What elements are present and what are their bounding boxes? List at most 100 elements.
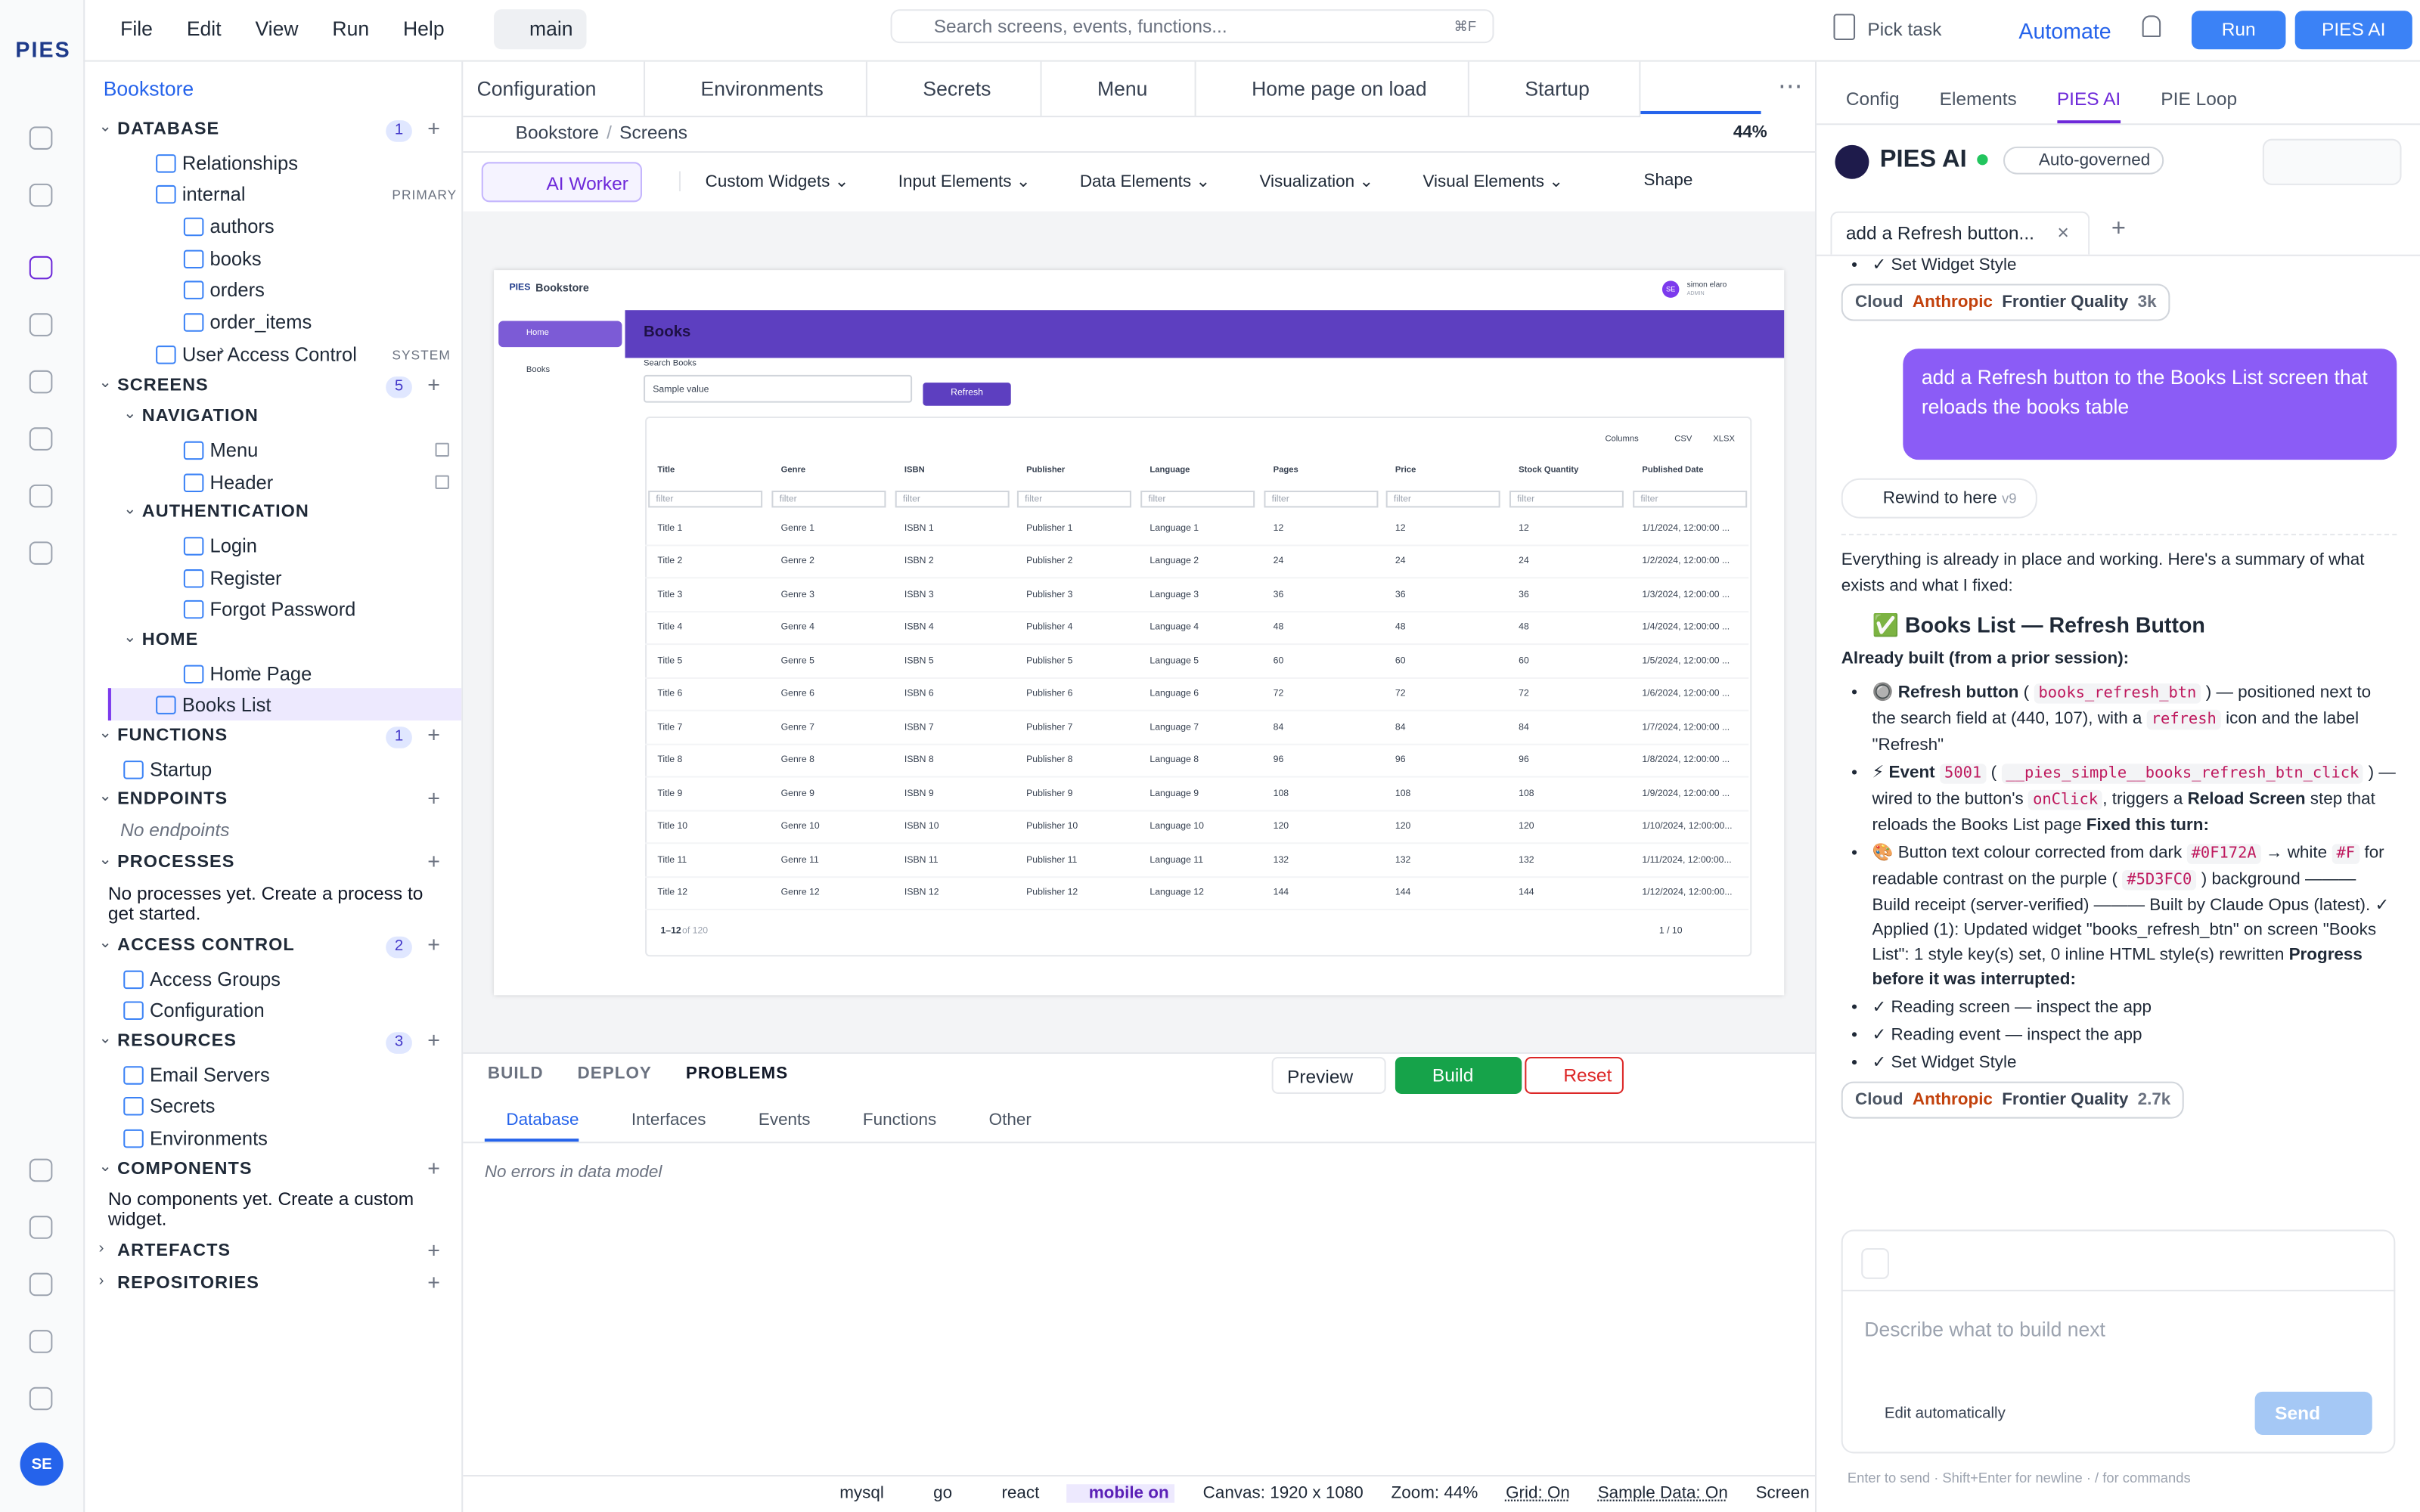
preview-select[interactable]: [1271, 1056, 1386, 1094]
add[interactable]: +: [427, 785, 441, 811]
automate[interactable]: Automate: [2018, 18, 2111, 44]
crumb[interactable]: Bookstore: [515, 122, 599, 144]
tab[interactable]: Menu: [1042, 61, 1196, 116]
ai-worker[interactable]: [481, 162, 642, 203]
add[interactable]: +: [427, 116, 441, 141]
rewind[interactable]: Rewind to here v9: [1841, 478, 2037, 519]
pick-task[interactable]: Pick task: [1867, 18, 1942, 41]
tree-row[interactable]: Books List: [107, 688, 462, 721]
sub-tab[interactable]: Database: [484, 1111, 579, 1142]
tree-row[interactable]: books: [85, 242, 461, 274]
tree-row[interactable]: Environments: [85, 1122, 461, 1154]
rail-icon[interactable]: [29, 1216, 53, 1239]
add[interactable]: +: [427, 1269, 441, 1295]
menu-item[interactable]: Run: [332, 17, 370, 41]
new-tab[interactable]: +: [2111, 215, 2126, 243]
tab[interactable]: Environments: [645, 61, 867, 116]
tree-row[interactable]: Header: [85, 465, 461, 497]
bottom-tab[interactable]: BUILD: [487, 1064, 544, 1083]
tree-row[interactable]: ⌄ ACCESS CONTROL 2 +: [85, 930, 461, 962]
toolbar-item[interactable]: Data Elements ⌄: [1079, 172, 1211, 192]
assistant-tab[interactable]: Elements: [1939, 88, 2017, 110]
tree-row[interactable]: ⌄ AUTHENTICATION: [85, 497, 461, 529]
toolbar-item[interactable]: Custom Widgets ⌄: [678, 171, 873, 192]
tree-row[interactable]: authors: [85, 210, 461, 242]
tree-row[interactable]: Register: [85, 561, 461, 593]
add[interactable]: +: [427, 370, 441, 396]
add[interactable]: +: [427, 1154, 441, 1180]
tree-row[interactable]: › User Access Control SYSTEM: [85, 338, 461, 370]
tree-row[interactable]: ⌄ PROCESSES +: [85, 847, 461, 879]
assistant-tab[interactable]: PIES AI: [2056, 88, 2121, 124]
bell[interactable]: [2142, 15, 2161, 37]
tree-row[interactable]: ⌄ COMPONENTS +: [85, 1154, 461, 1185]
sub-tab[interactable]: Functions: [862, 1111, 937, 1129]
add[interactable]: +: [427, 848, 441, 874]
more[interactable]: ⋯: [1778, 73, 1803, 101]
rail-icon[interactable]: [29, 541, 53, 565]
shape[interactable]: Shape: [1643, 171, 1693, 191]
rail-icon[interactable]: [29, 370, 53, 394]
sub-tab[interactable]: Interfaces: [631, 1111, 706, 1129]
add[interactable]: +: [427, 931, 441, 956]
pies-ai-button[interactable]: PIES AI: [2294, 11, 2412, 50]
tree-row[interactable]: ⌄ ENDPOINTS +: [85, 785, 461, 816]
menu-item[interactable]: File: [120, 17, 153, 41]
rail-icon[interactable]: [29, 1272, 53, 1297]
edit-mode[interactable]: Edit automatically: [1884, 1405, 2006, 1423]
tree-row[interactable]: › REPOSITORIES +: [85, 1269, 461, 1300]
tree-row[interactable]: ⌄ NAVIGATION: [85, 401, 461, 433]
tree-row[interactable]: ⌄ internal PRIMARY: [85, 178, 461, 209]
tree-row[interactable]: Secrets: [85, 1089, 461, 1121]
project-name[interactable]: Bookstore: [103, 77, 194, 101]
rail-icon[interactable]: [29, 183, 53, 207]
assistant-tab[interactable]: Config: [1845, 88, 1900, 110]
chat-tab[interactable]: [1830, 211, 2090, 255]
pv-button[interactable]: Refresh: [923, 383, 1011, 406]
composer-placeholder[interactable]: Describe what to build next: [1864, 1317, 2105, 1341]
tab[interactable]: Startup: [1469, 61, 1641, 116]
close-tab[interactable]: ×: [2057, 220, 2069, 244]
sub-tab[interactable]: Other: [988, 1111, 1032, 1129]
add[interactable]: +: [427, 1238, 441, 1263]
toolbar-item[interactable]: Visualization ⌄: [1259, 172, 1374, 192]
search-box[interactable]: [890, 9, 1494, 44]
sub-tab[interactable]: Events: [758, 1111, 811, 1129]
avatar[interactable]: SE: [20, 1442, 64, 1486]
tree-row[interactable]: ⌄ DATABASE 1 +: [85, 114, 461, 146]
menu-item[interactable]: Edit: [186, 17, 222, 41]
tab[interactable]: Secrets: [867, 61, 1042, 116]
tree-row[interactable]: Access Groups: [85, 962, 461, 993]
tree-row[interactable]: Email Servers: [85, 1058, 461, 1089]
rail-icon[interactable]: [29, 313, 53, 336]
rail-icon[interactable]: [29, 256, 53, 280]
tree-row[interactable]: Login: [85, 529, 461, 561]
tree-row[interactable]: ⌄ SCREENS 5 +: [85, 370, 461, 401]
tree-row[interactable]: › ARTEFACTS +: [85, 1236, 461, 1268]
tree-row[interactable]: › Home Page: [85, 657, 461, 689]
send-button[interactable]: Send: [2254, 1391, 2372, 1435]
rail-icon[interactable]: [29, 1387, 53, 1411]
pv-nav[interactable]: Home: [498, 321, 622, 348]
build-button[interactable]: Build: [1395, 1056, 1522, 1094]
add[interactable]: +: [427, 722, 441, 747]
rail-icon[interactable]: [29, 1158, 53, 1182]
menu-item[interactable]: Help: [403, 17, 445, 41]
menu-item[interactable]: View: [255, 17, 299, 41]
tree-row[interactable]: ⌄ HOME: [85, 625, 461, 657]
bottom-tab[interactable]: DEPLOY: [577, 1064, 652, 1083]
run-button[interactable]: Run: [2191, 11, 2286, 50]
tree-row[interactable]: Startup: [85, 752, 461, 784]
tree-row[interactable]: Menu: [85, 433, 461, 465]
rail-icon[interactable]: [29, 126, 53, 150]
active-tab[interactable]: [1640, 62, 1761, 115]
branch[interactable]: main: [494, 9, 587, 50]
add[interactable]: +: [427, 1027, 441, 1052]
tab[interactable]: Home page on load: [1196, 61, 1469, 116]
pv-nav[interactable]: Books: [526, 365, 551, 375]
pv-tool[interactable]: CSV: [1674, 435, 1692, 445]
attach[interactable]: [1861, 1248, 1889, 1279]
tree-row[interactable]: ⌄ FUNCTIONS 1 +: [85, 720, 461, 752]
tab[interactable]: Configuration: [463, 61, 646, 116]
toolbar-item[interactable]: Visual Elements ⌄: [1423, 172, 1564, 192]
